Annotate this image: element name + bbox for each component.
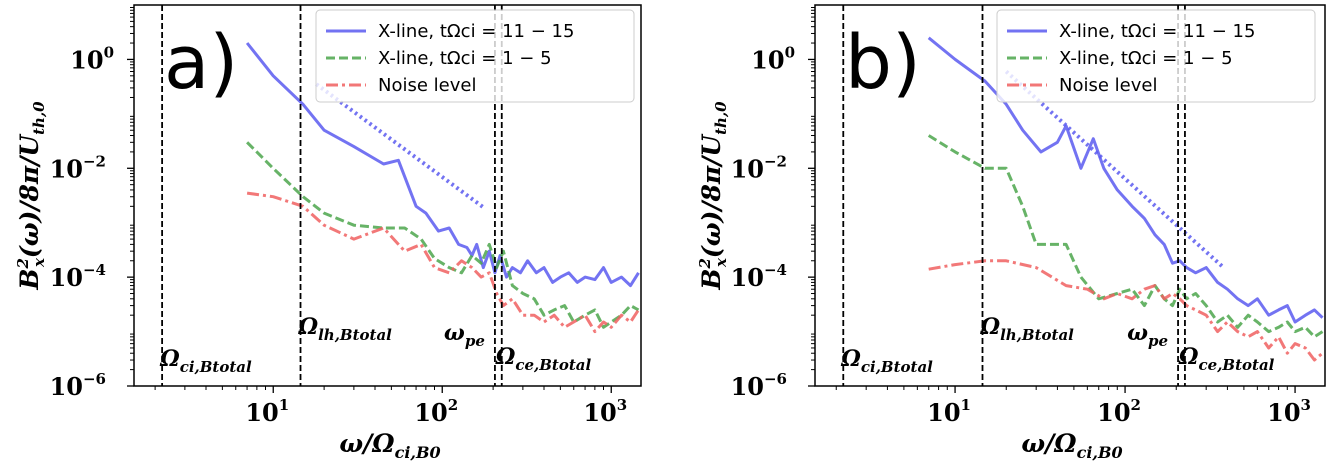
vline-label: Ωci,Btotal [159, 346, 252, 376]
y-tick-label: 10−2 [731, 152, 787, 183]
vline-label: ωpe [444, 320, 485, 350]
y-tick-label: 10−4 [731, 261, 787, 292]
series-line-fit [1004, 70, 1225, 270]
legend-box [996, 9, 1316, 103]
y-tick-label: 100 [70, 43, 114, 74]
x-tick-label: 102 [414, 396, 458, 427]
y-tick-label: 10−6 [731, 370, 787, 401]
axes-frame [133, 4, 642, 387]
legend-label: Noise level [378, 75, 476, 96]
x-tick-label: 101 [245, 396, 289, 427]
y-tick-label: 10−2 [50, 152, 106, 183]
x-axis-label: ω/Ωci,B0 [339, 429, 440, 462]
legend-box [315, 9, 635, 103]
series-line-solid [927, 36, 1324, 324]
y-axis-label: B2x(ω)/8π/Uth,0 [696, 101, 730, 291]
legend-label: X-line, tΩci = 11 − 15 [378, 21, 574, 42]
legend: X-line, tΩci = 11 − 15 X-line, tΩci = 1 −… [315, 9, 635, 103]
panel-b: 101 102 103 10−6 10−4 10−2 100 Ωci,Btotal Ωlh,Bt… [696, 4, 1326, 462]
series-line-dashdot [928, 259, 1324, 362]
legend-label: X-line, tΩci = 1 − 5 [378, 48, 552, 69]
vline-label: Ωce,Btotal [1178, 344, 1275, 374]
vline-label: Ωce,Btotal [495, 344, 592, 374]
vline-label: ωpe [1127, 320, 1168, 350]
axes-frame [814, 4, 1326, 387]
legend-label: Noise level [1059, 75, 1157, 96]
series-line-dashed [246, 141, 640, 329]
y-tick-label: 100 [751, 43, 795, 74]
legend-label: X-line, tΩci = 11 − 15 [1059, 21, 1255, 42]
y-axis-label: B2x(ω)/8π/Uth,0 [14, 101, 48, 291]
y-tick-label: 10−6 [50, 370, 106, 401]
x-tick-label: 103 [1267, 396, 1311, 427]
x-tick-label: 103 [583, 396, 627, 427]
legend-label: X-line, tΩci = 1 − 5 [1059, 48, 1233, 69]
vline-label: Ωci,Btotal [840, 346, 933, 376]
x-axis-label: ω/Ωci,B0 [1021, 429, 1122, 462]
x-tick-label: 101 [927, 396, 971, 427]
legend: X-line, tΩci = 11 − 15 X-line, tΩci = 1 −… [996, 9, 1316, 103]
panel-a: 101 102 103 10−6 10−4 10−2 100 Ωci,Btotal Ωlh,Bt… [14, 4, 642, 462]
panel-label: a) [164, 20, 238, 106]
plot-area [927, 36, 1324, 362]
x-tick-label: 102 [1097, 396, 1141, 427]
y-tick-label: 10−4 [50, 261, 106, 292]
series-line-fit [315, 82, 487, 211]
plot-area [245, 42, 640, 334]
series-line-dashed [927, 134, 1324, 339]
vline-label: Ωlh,Btotal [979, 314, 1074, 344]
vline-label: Ωlh,Btotal [298, 314, 393, 344]
series-line-dashdot [246, 191, 640, 334]
panel-label: b) [845, 20, 921, 106]
